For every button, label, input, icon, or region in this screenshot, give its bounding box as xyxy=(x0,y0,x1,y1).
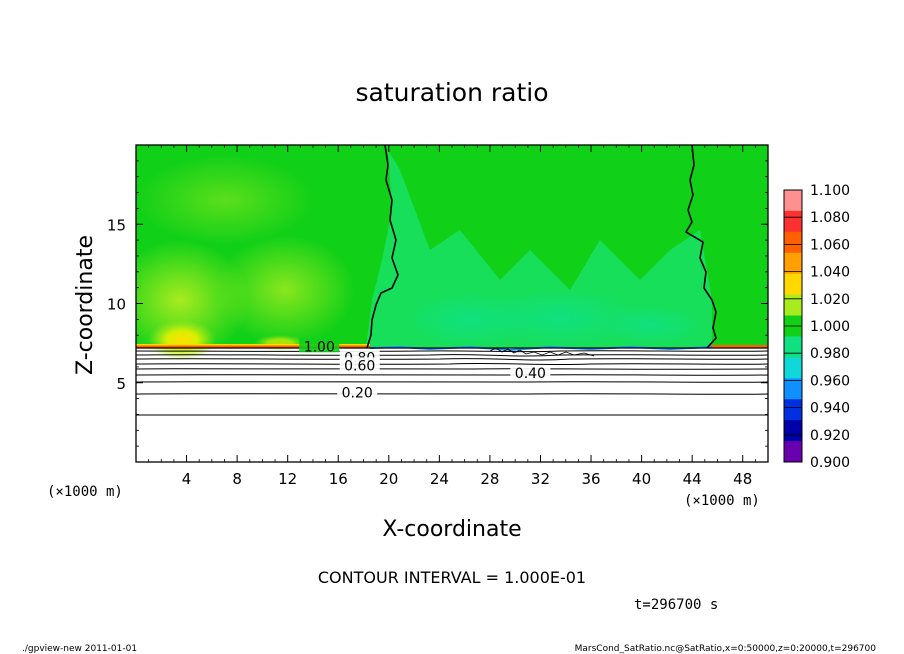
colorbar-label: 0.940 xyxy=(810,401,850,417)
contour-label: 0.40 xyxy=(515,366,546,382)
contour-line xyxy=(136,381,768,383)
x-axis: 4 8 12 16 20 24 28 32 36 40 44 48 xyxy=(148,145,756,488)
field-inversion-band xyxy=(136,345,370,348)
contour-wiggle xyxy=(489,347,595,357)
colorbar-label: 1.100 xyxy=(810,183,850,199)
z-tick-label: 5 xyxy=(116,375,126,393)
x-tick-label: 32 xyxy=(531,470,550,488)
contour-label-bg xyxy=(299,338,340,353)
field-patch-warm xyxy=(136,155,315,245)
colorbar-swatch xyxy=(784,336,802,358)
field-patch-cool xyxy=(595,305,705,345)
colorbar: 1.100 1.080 1.060 1.040 1.020 1.000 0.980 0.960… xyxy=(783,183,850,471)
colorbar-label: 0.900 xyxy=(810,455,850,471)
contour-label-bg xyxy=(337,384,378,399)
colorbar-swatch xyxy=(784,357,802,379)
colorbar-swatch xyxy=(784,378,802,400)
field-inversion-band xyxy=(710,345,768,348)
x-tick-label: 8 xyxy=(232,470,242,488)
field-patch-warm xyxy=(215,235,355,345)
contour-line xyxy=(136,358,768,361)
colorbar-swatch xyxy=(784,441,802,463)
contour-label-bg xyxy=(339,357,380,372)
colorbar-label: 1.060 xyxy=(810,237,850,253)
x-axis-label: X-coordinate xyxy=(382,517,521,542)
contour-line xyxy=(136,350,768,353)
colorbar-swatch xyxy=(784,190,802,212)
colorbar-label: 1.020 xyxy=(810,292,850,308)
x-tick-label: 24 xyxy=(430,470,449,488)
plot-area: 1.000.800.600.400.20 xyxy=(136,145,768,462)
colorbar-swatch xyxy=(784,231,802,254)
contour-label: 1.00 xyxy=(304,339,335,355)
x-unit-label: (×1000 m) xyxy=(47,484,123,500)
z-axis: 5 10 15 xyxy=(107,160,768,447)
x-tick-label: 40 xyxy=(632,470,651,488)
colorbar-label: 1.080 xyxy=(810,210,850,226)
contour-label: 0.60 xyxy=(344,358,375,374)
colorbar-label: 0.960 xyxy=(810,373,850,389)
colorbar-swatch xyxy=(784,252,802,275)
x-tick-label: 44 xyxy=(683,470,702,488)
contour-1.00-right xyxy=(684,145,717,349)
x-tick-label: 28 xyxy=(480,470,499,488)
x-tick-label: 12 xyxy=(278,470,297,488)
colorbar-swatch xyxy=(784,399,802,421)
x-tick-label: 36 xyxy=(581,470,600,488)
chart-title: saturation ratio xyxy=(355,78,548,107)
contour-line xyxy=(136,374,768,376)
colorbar-swatch xyxy=(784,210,802,233)
footer-left: ./gpview-new 2011-01-01 xyxy=(22,644,137,654)
contour-labels: 1.000.800.600.400.20 xyxy=(299,338,551,401)
colorbar-label: 1.000 xyxy=(810,319,850,335)
x-tick-label: 20 xyxy=(379,470,398,488)
contour-interval-text: CONTOUR INTERVAL = 1.000E-01 xyxy=(318,568,586,587)
z-tick-label: 10 xyxy=(107,296,126,314)
contour-1.00-left xyxy=(366,145,399,349)
colorbar-label: 1.040 xyxy=(810,265,850,281)
colorbar-swatch xyxy=(784,294,802,317)
colorbar-swatch xyxy=(784,273,802,296)
contour-line xyxy=(136,393,768,395)
contour-label-bg xyxy=(510,365,551,380)
colorbar-label: 0.920 xyxy=(810,428,850,444)
colorbar-swatch xyxy=(784,420,802,442)
colorbar-label: 0.980 xyxy=(810,346,850,362)
footer-right: MarsCond_SatRatio.nc@SatRatio,x=0:50000,… xyxy=(575,644,877,654)
z-tick-label: 15 xyxy=(107,216,126,234)
z-axis-label: Z-coordinate xyxy=(73,235,98,375)
time-label: t=296700 s xyxy=(634,597,718,613)
x-tick-label: 16 xyxy=(329,470,348,488)
field-patch-hot xyxy=(148,320,216,360)
contour-line xyxy=(136,354,768,357)
contour-line xyxy=(136,368,768,370)
contour-label: 0.20 xyxy=(342,385,373,401)
x-unit-label-right: (×1000 m) xyxy=(684,493,760,509)
x-tick-label: 48 xyxy=(733,470,752,488)
field-inversion-band xyxy=(136,344,370,346)
contour-line xyxy=(136,362,768,366)
x-tick-label: 4 xyxy=(182,470,192,488)
